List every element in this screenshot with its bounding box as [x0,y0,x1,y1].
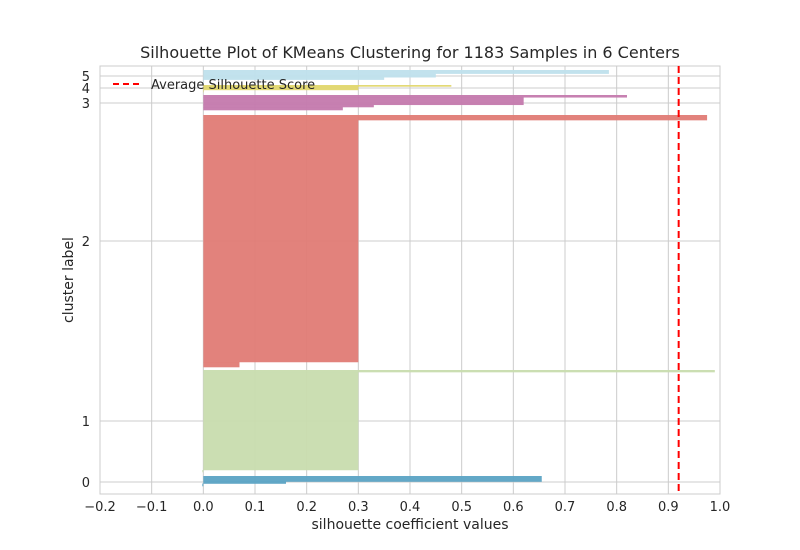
silhouette-segment [203,77,385,80]
silhouette-segment [203,107,343,111]
y-tick-label: 2 [82,235,90,250]
y-tick-label: 4 [82,82,90,97]
silhouette-band-cluster-2 [203,115,708,368]
x-tick-label: −0.2 [84,500,116,515]
x-tick-label: 0.7 [555,500,576,515]
silhouette-segment [203,85,452,87]
legend-label: Average Silhouette Score [151,78,315,93]
silhouette-segment [203,86,359,91]
x-tick-label: 0.4 [400,500,421,515]
silhouette-segment [203,95,628,98]
y-axis-label: cluster label [61,237,77,323]
silhouette-segment [203,481,286,484]
silhouette-band-cluster-5 [203,70,609,83]
x-tick-label: −0.1 [136,500,168,515]
x-tick-label: 0.0 [193,500,214,515]
silhouette-segment [203,73,436,78]
x-axis-label: silhouette coefficient values [312,517,509,533]
x-tick-label: 1.0 [710,500,731,515]
silhouette-band-cluster-4 [203,85,452,93]
silhouette-segment [203,104,374,108]
x-axis-ticks: −0.2 −0.1 0.0 0.1 0.2 0.3 0.4 0.5 0.6 0.7 0.8 0.9 1.… [84,500,730,515]
legend: Average Silhouette Score [113,78,315,93]
silhouette-bands [202,70,715,487]
x-tick-label: 0.9 [658,500,679,515]
x-tick-label: 0.8 [606,500,627,515]
chart-title: Silhouette Plot of KMeans Clustering for… [140,43,680,62]
silhouette-segment [203,361,240,368]
silhouette-segment [203,370,715,373]
silhouette-segment [203,372,359,471]
silhouette-segment [202,469,204,473]
y-tick-label: 1 [82,415,90,430]
y-tick-label: 0 [82,476,90,491]
silhouette-band-cluster-1 [202,370,715,473]
y-tick-label: 3 [82,97,90,112]
silhouette-band-cluster-3 [203,95,628,111]
silhouette-segment [202,483,204,487]
silhouette-segment [203,120,359,363]
silhouette-segment [203,97,524,106]
silhouette-segment [203,79,204,83]
x-tick-label: 0.1 [245,500,266,515]
silhouette-segment [203,115,708,121]
x-tick-label: 0.6 [503,500,524,515]
y-tick-label: 5 [82,70,90,85]
plot-frame [99,65,721,495]
silhouette-segment [203,70,609,74]
x-tick-label: 0.3 [348,500,369,515]
x-tick-label: 0.5 [451,500,472,515]
silhouette-segment [203,476,542,482]
silhouette-segment [203,89,204,93]
y-axis-ticks: 0 1 2 345 [82,70,90,491]
silhouette-band-cluster-0 [202,476,542,487]
x-tick-label: 0.2 [296,500,317,515]
